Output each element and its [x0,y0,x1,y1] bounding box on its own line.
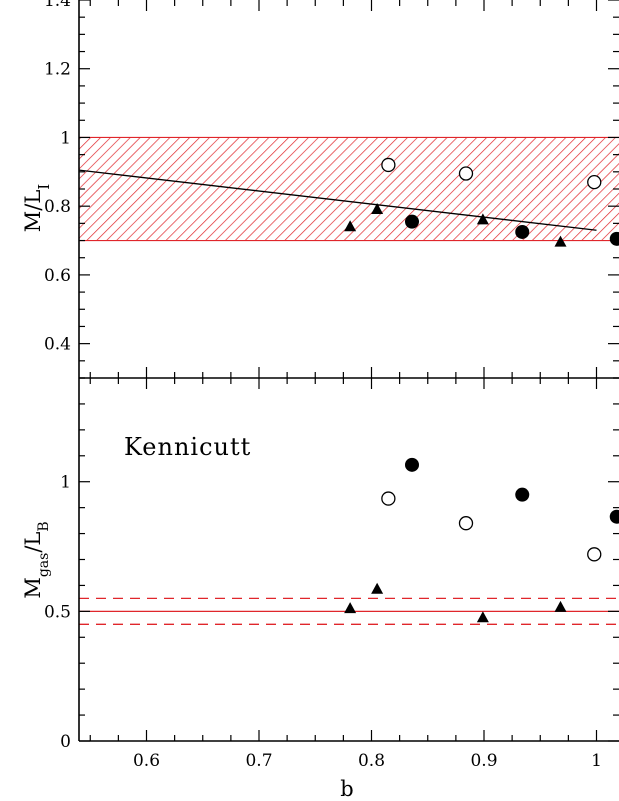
x-tick-label: 0.7 [245,751,272,771]
x-tick-label: 0.6 [133,751,160,771]
bottom-y-label-subscript-gas: gas [36,553,52,578]
fit-line [79,169,597,231]
open-circle-point [458,166,474,181]
open-circle-point [458,516,474,531]
open-circle-point [587,174,602,190]
top-y-label-subscript: I [35,184,53,190]
open-circle-point [587,547,602,562]
top-panel: 0.40.60.811.21.4 M/LI [21,0,619,379]
filled-circle-point [609,231,619,246]
filled-circle-point [515,224,530,239]
filled-triangle-point [476,213,489,225]
bottom-y-axis-title: Mgas/LB [21,521,52,598]
filled-triangle-point [371,582,384,594]
bottom-tick-labels: 0 0.5 1 0.6 0.7 0.8 0.9 1 [44,473,602,771]
x-tick-label: 1 [591,751,602,771]
y-tick-label: 1.4 [44,0,71,11]
y-tick-label: 1 [60,473,71,493]
filled-triangle-point [371,203,384,215]
kennicutt-annotation: Kennicutt [124,433,251,461]
y-tick-label: 0.4 [44,335,71,355]
bottom-y-axis-label: Mgas/LB [21,521,52,598]
filled-circle-point [405,214,419,229]
x-axis-title: b [340,777,353,801]
filled-circle-point [515,487,530,502]
bottom-panel: 0 0.5 1 0.6 0.7 0.8 0.9 1 Kennicutt Mgas/LB b [21,377,619,801]
y-tick-label: 1 [60,128,71,148]
open-circle-point [381,157,396,173]
filled-circle-point [609,509,619,524]
filled-triangle-point [344,220,357,232]
top-data-points [344,157,619,247]
plot-frame [78,0,619,742]
filled-triangle-point [554,235,567,247]
y-tick-label: 0.8 [44,197,71,217]
filled-circle-point [405,457,419,472]
y-tick-label: 0 [60,732,71,752]
open-circle-point [381,491,396,506]
x-tick-label: 0.8 [358,751,385,771]
y-tick-label: 0.5 [44,602,71,622]
bottom-y-label-subscript-b: B [36,521,52,531]
top-fit-line [79,169,597,231]
y-tick-label: 1.2 [44,60,71,80]
filled-triangle-point [554,600,567,612]
x-tick-label: 0.9 [470,751,497,771]
y-tick-label: 0.6 [44,266,71,286]
bottom-y-label-slash: /L [21,532,45,553]
filled-triangle-point [344,602,357,614]
top-tick-labels: 0.4 0.6 0.8 1 1.2 1.4 [44,0,71,355]
filled-triangle-point [476,611,489,623]
bottom-data-points [344,457,619,623]
